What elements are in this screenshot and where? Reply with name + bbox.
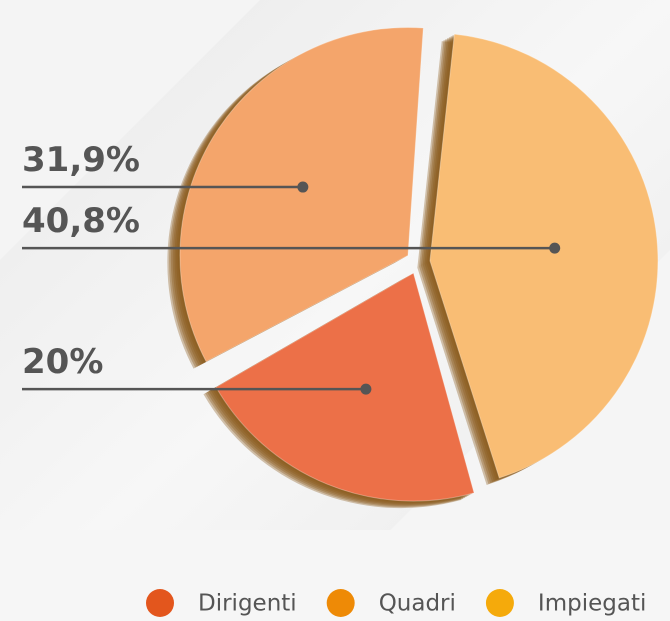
legend-swatch <box>146 589 174 617</box>
legend-swatch <box>326 589 355 617</box>
labels: 31,9% 40,8% 20% <box>22 140 561 395</box>
value-label: 31,9% <box>22 140 140 180</box>
slice <box>215 272 475 502</box>
bg-shape <box>0 0 260 260</box>
legend-label: Quadri <box>379 591 456 617</box>
slice <box>179 26 424 363</box>
legend-label: Impiegati <box>538 591 646 617</box>
legend-label: Dirigenti <box>198 591 297 617</box>
leader-dot <box>360 383 372 395</box>
legend-swatch <box>485 589 514 617</box>
legend: Dirigenti Quadri Impiegati <box>146 589 646 617</box>
value-label: 40,8% <box>22 201 140 241</box>
leader-dot <box>549 242 561 254</box>
slice <box>429 33 659 479</box>
leader-dot <box>297 181 309 193</box>
value-label: 20% <box>22 342 103 382</box>
pie <box>167 26 659 509</box>
